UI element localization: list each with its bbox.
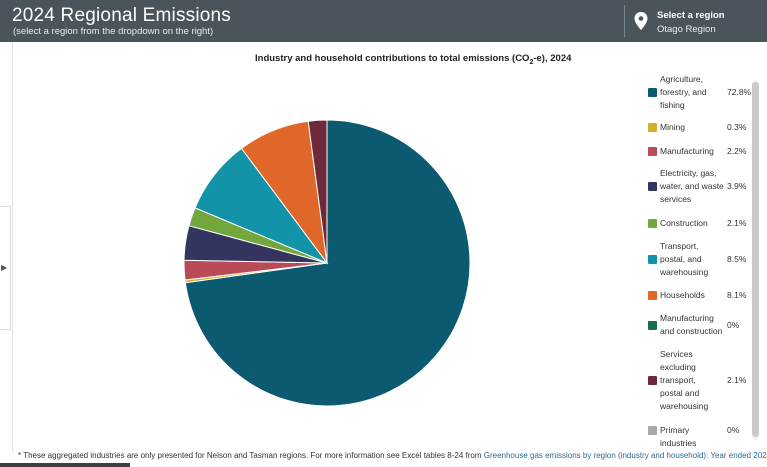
- legend-swatch: [648, 147, 657, 156]
- legend-value: 8.5%: [727, 254, 747, 264]
- side-panel-toggle[interactable]: [0, 206, 11, 330]
- header-divider: [624, 5, 625, 37]
- header-bar: 2024 Regional Emissions (select a region…: [0, 0, 767, 42]
- region-select-value[interactable]: Otago Region: [657, 24, 716, 35]
- legend-label-line: Electricity, gas,: [660, 168, 717, 178]
- legend-item[interactable]: Services excluding transport, postal and war…: [646, 348, 756, 413]
- legend-item[interactable]: Primary industries 0%: [646, 424, 756, 448]
- map-pin-icon[interactable]: [634, 12, 648, 30]
- legend-label: Services excluding transport, postal and war…: [660, 348, 728, 413]
- legend-label-line: and construction: [660, 326, 723, 336]
- page-title: 2024 Regional Emissions: [12, 5, 231, 26]
- legend-item[interactable]: Electricity, gas, water, and waste service…: [646, 167, 756, 206]
- legend-item[interactable]: Manufacturing and construction 0%: [646, 312, 756, 338]
- legend-value: 2.2%: [727, 146, 747, 156]
- legend-swatch: [648, 182, 657, 191]
- legend-swatch: [648, 88, 657, 97]
- legend-label-line: Primary industries: [660, 425, 697, 448]
- legend-label-line: Manufacturing: [660, 146, 714, 156]
- footnote-link[interactable]: Greenhouse gas emissions by region (indu…: [483, 451, 767, 460]
- chart-title: Industry and household contributions to …: [255, 53, 572, 66]
- region-select-label[interactable]: Select a region: [657, 10, 725, 21]
- pie-slice-0[interactable]: [184, 119, 471, 407]
- legend-label: Households: [660, 289, 728, 302]
- legend-label: Manufacturing and construction: [660, 312, 728, 338]
- legend-swatch: [648, 219, 657, 228]
- legend-label-line: forestry, and: [660, 87, 707, 97]
- legend-value: 3.9%: [727, 181, 747, 191]
- legend-label-line: water, and waste: [660, 181, 724, 191]
- legend-swatch: [648, 291, 657, 300]
- legend-value: 0.3%: [727, 122, 747, 132]
- legend-label-line: warehousing: [660, 267, 709, 277]
- legend-label: Primary industries: [660, 424, 728, 450]
- legend-label-line: Mining: [660, 122, 686, 132]
- legend-label-line: postal, and: [660, 254, 702, 264]
- legend-label: Agriculture, forestry, and fishing: [660, 73, 728, 112]
- legend-label-line: Agriculture,: [660, 74, 703, 84]
- page-subtitle: (select a region from the dropdown on th…: [13, 26, 214, 37]
- legend-item[interactable]: Mining 0.3%: [646, 121, 756, 134]
- pie-slice-8[interactable]: [307, 119, 328, 264]
- legend-item[interactable]: Households 8.1%: [646, 289, 756, 302]
- legend-value: 2.1%: [727, 375, 747, 385]
- legend-item[interactable]: Agriculture, forestry, and fishing 72.8%: [646, 73, 756, 112]
- legend-label-line: Manufacturing: [660, 313, 714, 323]
- legend-label-line: Construction: [660, 218, 708, 228]
- legend-label-line: transport,: [660, 375, 696, 385]
- legend-scrollbar-thumb[interactable]: [752, 82, 759, 437]
- bottom-scrollbar[interactable]: [0, 463, 130, 467]
- chevron-right-icon[interactable]: ▶: [1, 263, 8, 272]
- legend-label: Mining: [660, 121, 728, 134]
- legend-label-line: postal and: [660, 388, 700, 398]
- legend-label: Construction: [660, 217, 728, 230]
- legend-item[interactable]: Transport, postal, and warehousing 8.5%: [646, 240, 756, 279]
- legend-item[interactable]: Construction 2.1%: [646, 217, 756, 230]
- legend-swatch: [648, 123, 657, 132]
- legend-swatch: [648, 376, 657, 385]
- legend-label: Manufacturing: [660, 145, 728, 158]
- legend-value: 72.8%: [727, 87, 752, 97]
- legend-label-line: services: [660, 194, 692, 204]
- legend-label-line: Transport,: [660, 241, 699, 251]
- legend-value: 8.1%: [727, 290, 747, 300]
- legend-label: Electricity, gas, water, and waste service…: [660, 167, 728, 206]
- legend-swatch: [648, 255, 657, 264]
- legend-label-line: Households: [660, 290, 705, 300]
- legend-label-line: fishing: [660, 100, 685, 110]
- footnote: * These aggregated industries are only p…: [18, 451, 767, 460]
- legend-value: 2.1%: [727, 218, 747, 228]
- legend-label-line: excluding: [660, 362, 696, 372]
- legend-value: 0%: [727, 319, 740, 330]
- legend-label: Transport, postal, and warehousing: [660, 240, 728, 279]
- footnote-text: * These aggregated industries are only p…: [18, 451, 484, 460]
- legend-swatch: [648, 320, 657, 330]
- legend-value: 0%: [727, 425, 740, 435]
- legend-label-line: warehousing: [660, 401, 709, 411]
- chart-panel: [12, 42, 767, 452]
- legend-swatch: [648, 426, 657, 435]
- legend-label-line: Services: [660, 349, 693, 359]
- legend-item[interactable]: Manufacturing 2.2%: [646, 145, 756, 158]
